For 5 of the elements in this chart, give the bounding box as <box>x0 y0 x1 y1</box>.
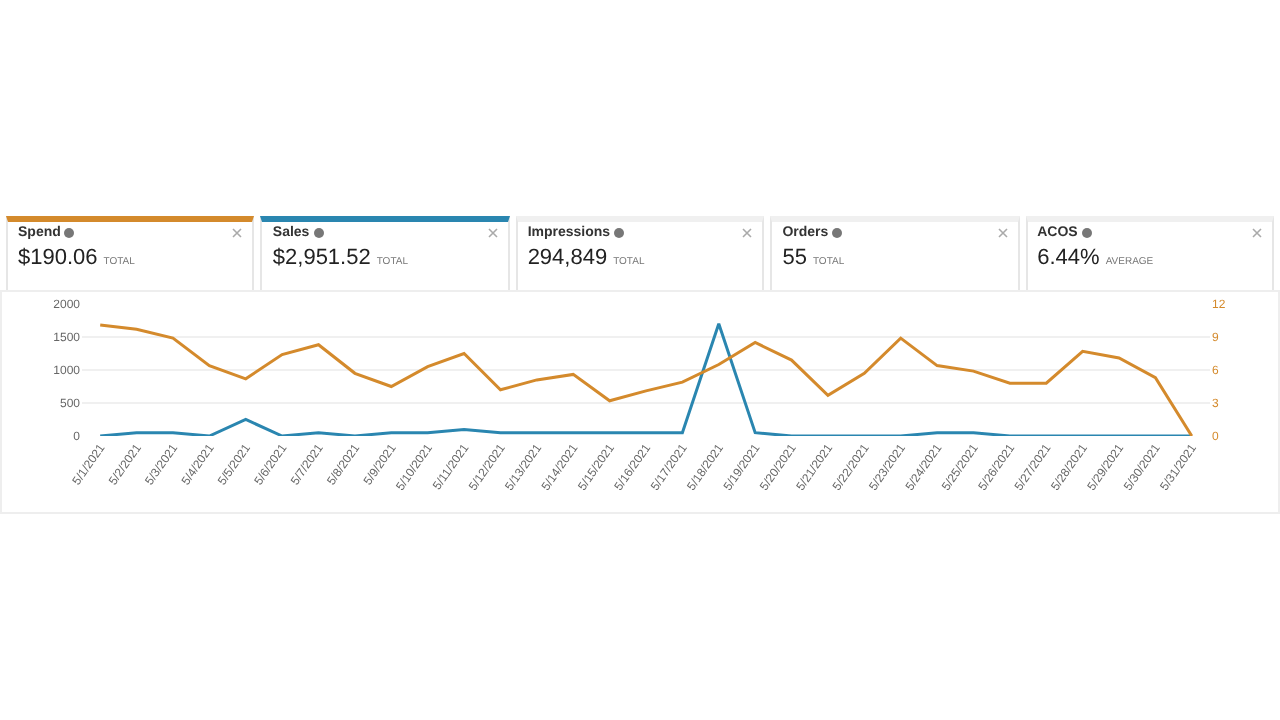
text: $2,951.52 <box>272 246 371 270</box>
text: 6.44% <box>1037 246 1100 270</box>
text: 55 <box>782 246 807 270</box>
text: 294,849 <box>527 246 608 270</box>
text: $190.06 <box>18 246 98 270</box>
